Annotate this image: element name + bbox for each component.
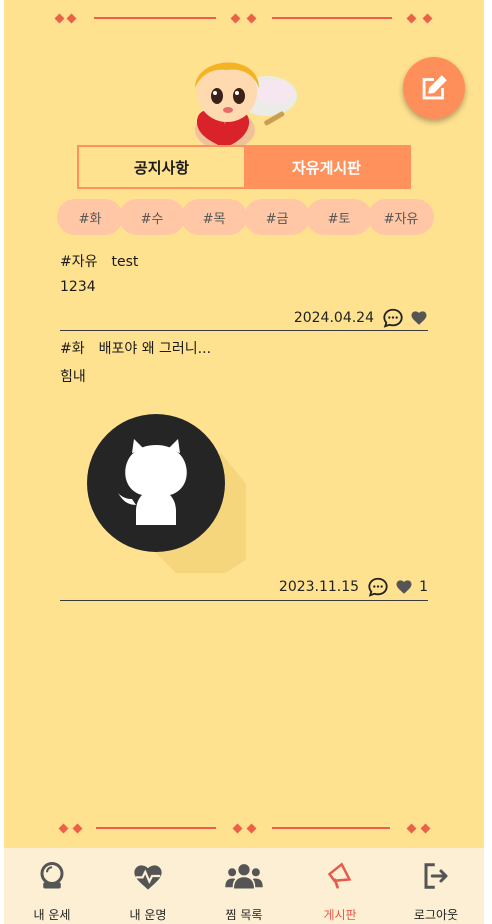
- comment-icon[interactable]: [382, 307, 404, 329]
- filter-chip-label: #자유: [383, 211, 419, 227]
- filter-chip[interactable]: #화: [57, 199, 123, 235]
- filter-chip-label: #목: [202, 211, 226, 227]
- heart-icon[interactable]: [410, 309, 428, 327]
- nav-label: 내 운세: [33, 908, 71, 922]
- post-tag: #자유: [60, 254, 98, 270]
- post-body: 1234: [60, 279, 96, 295]
- users-icon: [225, 864, 263, 889]
- nav-logout[interactable]: 로그아웃: [388, 848, 484, 924]
- filter-chip[interactable]: #금: [244, 199, 310, 235]
- filter-chip[interactable]: #자유: [368, 199, 434, 235]
- tab-free-board[interactable]: 자유게시판: [244, 147, 409, 187]
- github-icon: [87, 414, 286, 593]
- nav-label: 게시판: [323, 908, 357, 922]
- comment-icon[interactable]: [367, 576, 389, 598]
- post-body: 힘내: [60, 369, 86, 385]
- megaphone-icon: [327, 862, 352, 889]
- edit-icon: [422, 75, 447, 100]
- post-title: test: [111, 254, 139, 270]
- filter-chip[interactable]: #수: [119, 199, 185, 235]
- post-footer: 2023.11.15 1: [279, 576, 428, 598]
- post-date: 2024.04.24: [293, 310, 374, 326]
- nav-my-fortune[interactable]: 내 운세: [4, 848, 100, 924]
- tab-free-board-label: 자유게시판: [291, 158, 361, 177]
- board-tabs: 공지사항 자유게시판: [77, 145, 411, 189]
- day-filter-chips: #화 #수 #목 #금 #토 #자유: [57, 199, 435, 235]
- filter-chip-label: #화: [78, 211, 102, 227]
- filter-chip[interactable]: #목: [181, 199, 247, 235]
- nav-my-destiny[interactable]: 내 운명: [100, 848, 196, 924]
- filter-chip[interactable]: #토: [306, 199, 372, 235]
- top-decoration: [4, 8, 484, 28]
- heart-icon[interactable]: [395, 578, 413, 596]
- post-item[interactable]: #자유 test 1234 2024.04.24: [60, 251, 428, 331]
- post-footer: 2024.04.24: [294, 307, 428, 329]
- logout-icon: [424, 863, 448, 889]
- filter-chip-label: #토: [327, 211, 351, 227]
- bottom-decoration: [4, 818, 484, 838]
- nav-wishlist[interactable]: 찜 목록: [196, 848, 292, 924]
- post-header: #화 배포야 왜 그러니...: [60, 338, 428, 358]
- crystal-ball-icon: [40, 862, 64, 889]
- heart-pulse-icon: [134, 865, 162, 890]
- filter-chip-label: #수: [140, 211, 164, 227]
- post-tag: #화: [60, 341, 85, 357]
- like-count: 1: [419, 579, 428, 595]
- post-header: #자유 test: [60, 251, 428, 271]
- cupid-mascot-image: [179, 44, 301, 150]
- tab-notice-label: 공지사항: [133, 158, 190, 177]
- nav-label: 내 운명: [129, 908, 167, 922]
- nav-label: 찜 목록: [225, 908, 263, 922]
- nav-board[interactable]: 게시판: [292, 848, 388, 924]
- post-title: 배포야 왜 그러니...: [98, 341, 212, 357]
- bottom-navigation: 내 운세 내 운명 찜 목록: [4, 848, 484, 924]
- app-screen: 공지사항 자유게시판 #화 #수 #목 #금 #토 #자유 #자유 test 12…: [4, 0, 484, 924]
- tab-notice[interactable]: 공지사항: [79, 147, 244, 187]
- post-item[interactable]: #화 배포야 왜 그러니... 힘내 2023.11.15 1: [60, 338, 428, 601]
- nav-label: 로그아웃: [413, 908, 459, 922]
- post-divider: [60, 330, 428, 331]
- post-image: [86, 413, 286, 593]
- post-date: 2023.11.15: [278, 579, 360, 595]
- post-divider: [60, 600, 428, 601]
- write-post-button[interactable]: [403, 57, 465, 119]
- filter-chip-label: #금: [265, 211, 289, 227]
